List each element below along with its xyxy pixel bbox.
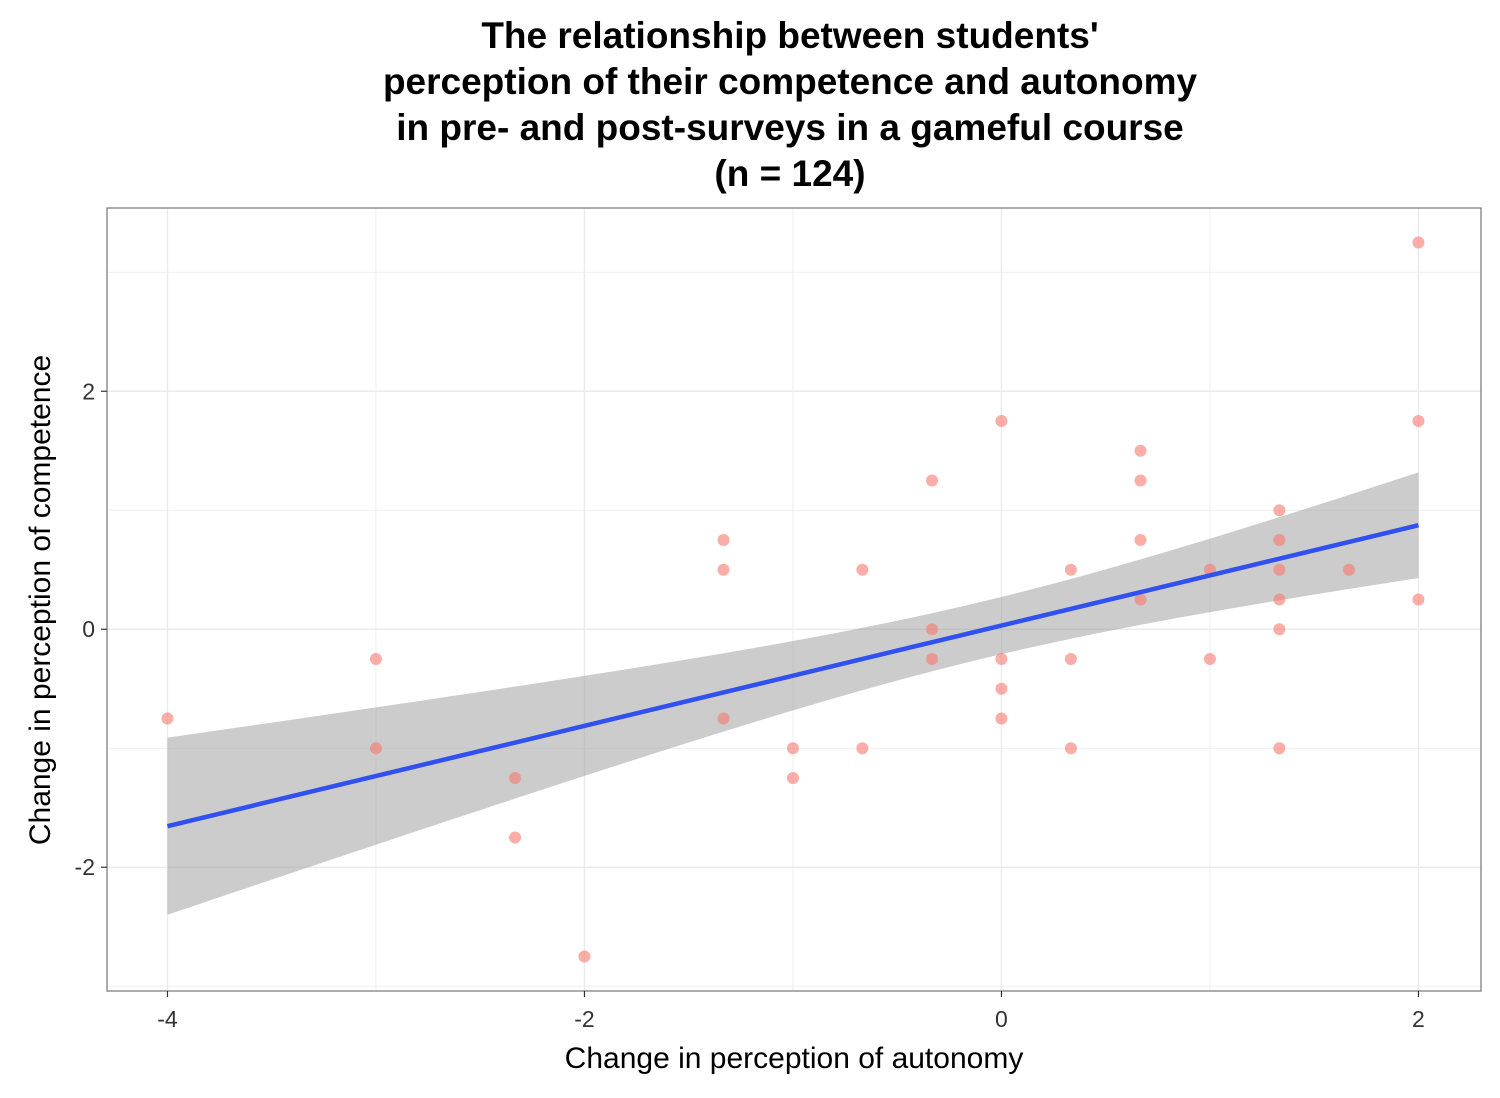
- data-point: [1273, 534, 1286, 547]
- data-point: [995, 415, 1008, 428]
- data-point: [926, 623, 939, 636]
- data-point: [926, 652, 939, 665]
- data-point: [1273, 504, 1286, 517]
- x-tick-label: -4: [157, 1006, 178, 1032]
- data-point: [1064, 563, 1077, 576]
- x-tick-label: -2: [574, 1006, 594, 1032]
- title-line-1: The relationship between students': [481, 15, 1098, 56]
- data-point: [1134, 474, 1147, 487]
- y-axis-ticks: -2 0 2: [75, 378, 107, 880]
- x-axis-ticks: -4 -2 0 2: [157, 991, 1425, 1032]
- confidence-band-area: [167, 472, 1419, 915]
- data-point: [926, 474, 939, 487]
- data-point: [1064, 652, 1077, 665]
- title-line-3: in pre- and post-surveys in a gameful co…: [396, 107, 1183, 148]
- data-point: [369, 652, 382, 665]
- data-point: [1273, 742, 1286, 755]
- data-point: [1412, 236, 1425, 249]
- data-point: [1203, 652, 1216, 665]
- data-point: [578, 950, 591, 963]
- data-point: [717, 534, 730, 547]
- data-point: [1134, 593, 1147, 606]
- chart-title: The relationship between students' perce…: [383, 15, 1198, 194]
- title-line-2: perception of their competence and auton…: [383, 61, 1198, 102]
- y-tick-label: 0: [82, 616, 95, 642]
- data-point: [856, 563, 869, 576]
- confidence-band: [167, 472, 1419, 915]
- data-point: [1343, 563, 1356, 576]
- data-point: [161, 712, 174, 725]
- data-point: [856, 742, 869, 755]
- data-point: [1134, 534, 1147, 547]
- y-axis-label: Change in perception of competence: [24, 355, 57, 845]
- data-point: [509, 771, 522, 784]
- regression-line: [166, 523, 1419, 829]
- data-point: [1273, 623, 1286, 636]
- data-point: [1273, 593, 1286, 606]
- data-point: [509, 831, 522, 844]
- data-point: [995, 652, 1008, 665]
- data-point: [1412, 415, 1425, 428]
- data-point: [369, 742, 382, 755]
- data-point: [1273, 563, 1286, 576]
- data-point: [786, 771, 799, 784]
- plot-border: [106, 207, 1482, 992]
- fit-line: [166, 523, 1419, 829]
- y-tick-label: -2: [75, 854, 95, 880]
- data-point: [786, 742, 799, 755]
- x-tick-label: 2: [1412, 1006, 1425, 1032]
- data-point: [717, 563, 730, 576]
- data-point: [1134, 444, 1147, 457]
- y-tick-label: 2: [82, 378, 95, 404]
- data-points: [161, 236, 1425, 963]
- data-point: [1412, 593, 1425, 606]
- x-axis-label: Change in perception of autonomy: [565, 1042, 1024, 1075]
- data-point: [1064, 742, 1077, 755]
- x-tick-label: 0: [995, 1006, 1008, 1032]
- title-line-4: (n = 124): [714, 153, 865, 194]
- data-point: [995, 682, 1008, 695]
- data-point: [717, 712, 730, 725]
- data-point: [995, 712, 1008, 725]
